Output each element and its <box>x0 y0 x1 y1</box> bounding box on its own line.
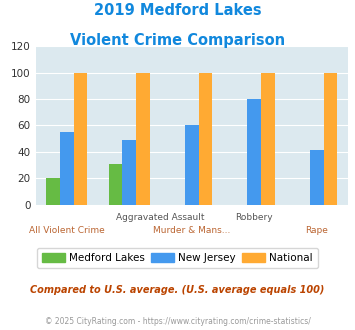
Bar <box>323 73 337 205</box>
Text: Compared to U.S. average. (U.S. average equals 100): Compared to U.S. average. (U.S. average … <box>30 285 325 295</box>
Bar <box>136 73 150 205</box>
Bar <box>310 150 323 205</box>
Text: Violent Crime Comparison: Violent Crime Comparison <box>70 33 285 48</box>
Text: All Violent Crime: All Violent Crime <box>29 226 105 235</box>
Bar <box>109 164 122 205</box>
Bar <box>261 73 275 205</box>
Bar <box>122 140 136 205</box>
Bar <box>73 73 87 205</box>
Bar <box>46 178 60 205</box>
Bar <box>60 132 73 205</box>
Bar <box>198 73 212 205</box>
Text: 2019 Medford Lakes: 2019 Medford Lakes <box>94 3 261 18</box>
Bar <box>185 125 198 205</box>
Text: Rape: Rape <box>305 226 328 235</box>
Text: © 2025 CityRating.com - https://www.cityrating.com/crime-statistics/: © 2025 CityRating.com - https://www.city… <box>45 317 310 326</box>
Legend: Medford Lakes, New Jersey, National: Medford Lakes, New Jersey, National <box>37 248 318 268</box>
Text: Murder & Mans...: Murder & Mans... <box>153 226 230 235</box>
Bar <box>247 99 261 205</box>
Text: Aggravated Assault: Aggravated Assault <box>116 213 205 222</box>
Text: Robbery: Robbery <box>235 213 273 222</box>
